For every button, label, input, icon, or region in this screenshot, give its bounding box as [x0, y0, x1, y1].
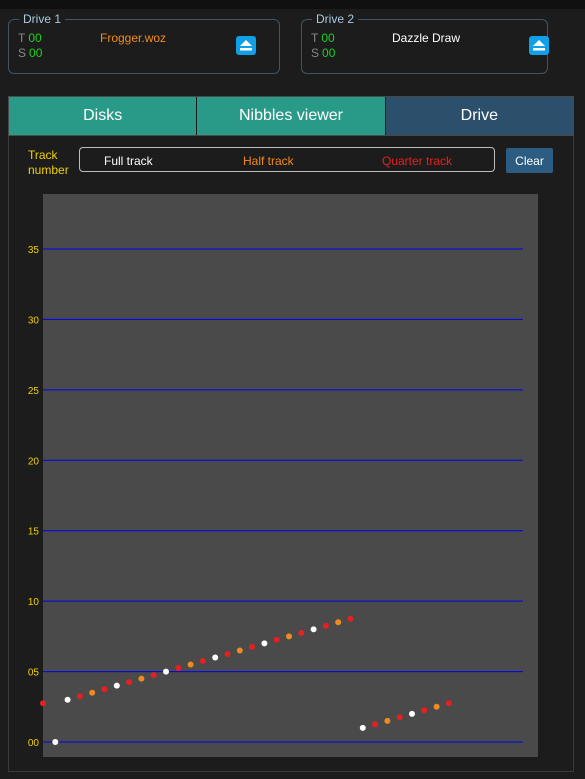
track-point: [311, 626, 317, 632]
track-point: [225, 651, 231, 657]
track-point: [138, 676, 144, 682]
track-point: [163, 669, 169, 675]
track-point: [175, 665, 181, 671]
track-point: [249, 644, 255, 650]
track-point: [212, 654, 218, 660]
track-point: [261, 640, 267, 646]
track-point: [151, 672, 157, 678]
track-point: [372, 721, 378, 727]
track-point: [114, 683, 120, 689]
track-point: [348, 616, 354, 622]
track-point: [323, 623, 329, 629]
track-point: [434, 704, 440, 710]
track-point: [421, 707, 427, 713]
track-point: [335, 619, 341, 625]
y-tick-label: 25: [28, 386, 40, 397]
track-point: [126, 679, 132, 685]
track-point: [200, 658, 206, 664]
y-tick-label: 15: [28, 527, 40, 538]
track-point: [188, 662, 194, 668]
track-point: [360, 725, 366, 731]
track-point: [40, 700, 46, 706]
track-point: [409, 711, 415, 717]
y-tick-label: 20: [28, 456, 40, 467]
track-point: [89, 690, 95, 696]
y-tick-label: 00: [28, 738, 40, 749]
track-point: [446, 700, 452, 706]
y-tick-label: 30: [28, 315, 40, 326]
track-point: [298, 630, 304, 636]
track-point: [237, 647, 243, 653]
track-point: [77, 693, 83, 699]
track-point: [384, 718, 390, 724]
track-point: [52, 739, 58, 745]
track-point: [397, 714, 403, 720]
track-point: [274, 637, 280, 643]
track-point: [286, 633, 292, 639]
track-point: [65, 697, 71, 703]
y-tick-label: 10: [28, 597, 40, 608]
y-tick-label: 35: [28, 245, 40, 256]
track-point: [102, 686, 108, 692]
y-tick-label: 05: [28, 668, 40, 679]
